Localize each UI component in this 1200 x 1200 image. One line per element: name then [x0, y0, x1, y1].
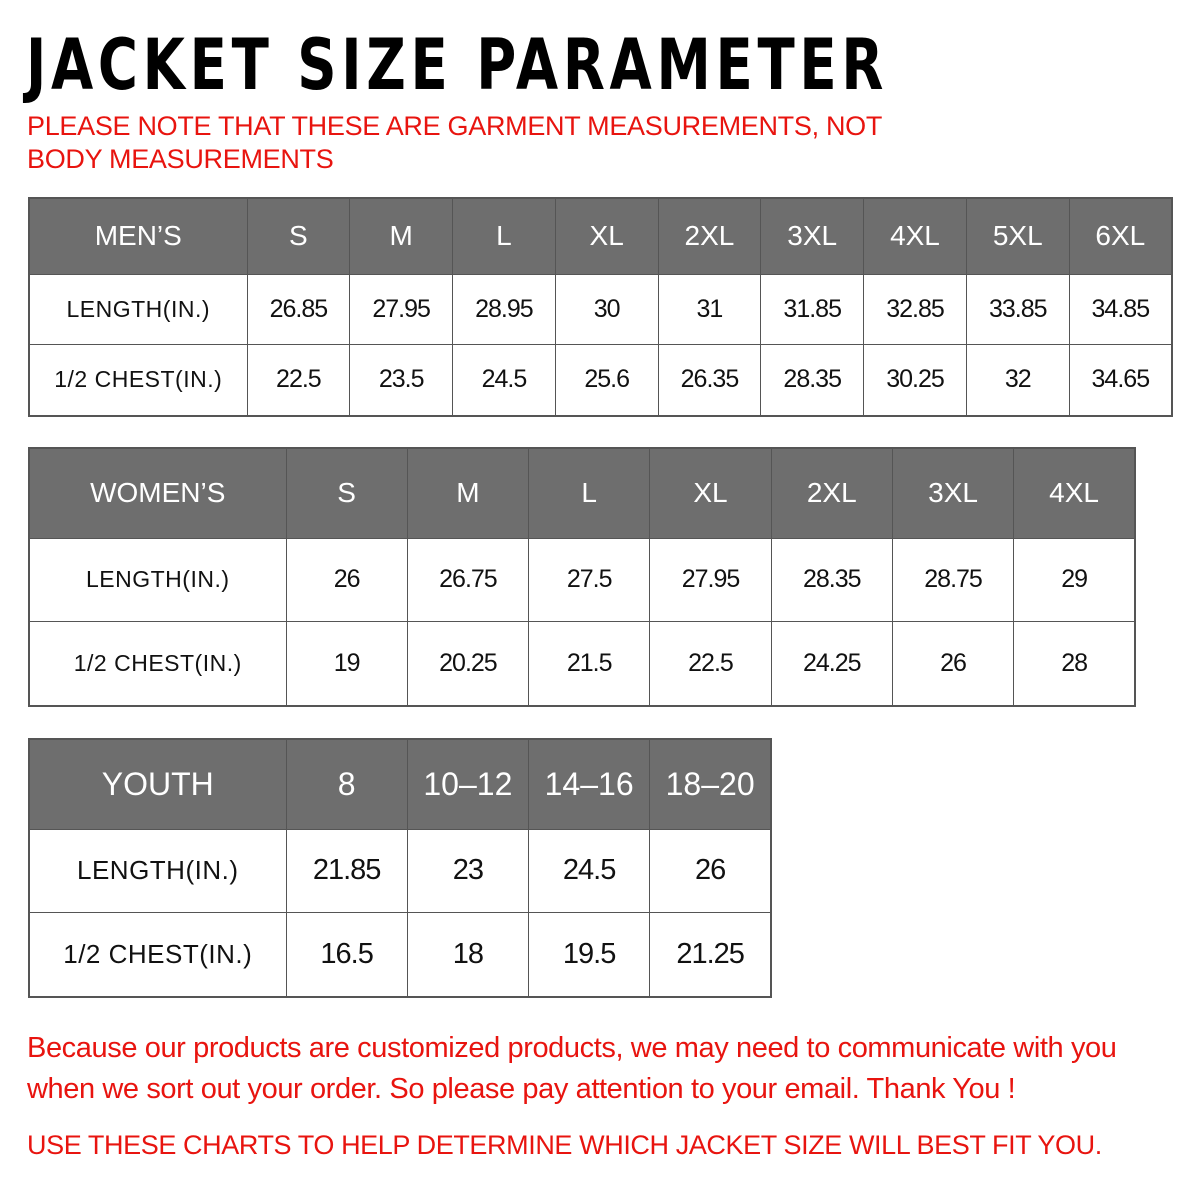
- table-cell: 26: [285, 537, 408, 622]
- size-header: S: [246, 197, 351, 275]
- header-row: WOMEN’S S M L XL 2XL 3XL 4XL: [28, 447, 1136, 539]
- size-header: 8: [285, 738, 408, 830]
- table-cell: 29: [1013, 537, 1136, 622]
- table-cell: 21.5: [528, 620, 651, 707]
- table-cell: 23: [406, 828, 530, 913]
- table-cell: 28.95: [452, 273, 556, 345]
- table-cell: 23.5: [349, 343, 454, 417]
- category-header: MEN’S: [28, 197, 248, 275]
- size-header: 3XL: [760, 197, 865, 275]
- size-header: L: [528, 447, 651, 539]
- row-label: 1/2 CHEST(IN.): [28, 911, 287, 998]
- table-row: 1/2 CHEST(IN.) 22.5 23.5 24.5 25.6 26.35 28.35…: [28, 343, 1173, 417]
- table-cell: 28.35: [770, 537, 893, 622]
- size-header: 2XL: [770, 447, 893, 539]
- table-cell: 16.5: [285, 911, 408, 998]
- table-cell: 26.85: [246, 273, 351, 345]
- table-cell: 34.65: [1068, 343, 1173, 417]
- category-header: WOMEN’S: [28, 447, 287, 539]
- table-cell: 24.25: [770, 620, 893, 707]
- size-header: 2XL: [657, 197, 762, 275]
- size-header: L: [452, 197, 556, 275]
- table-cell: 30: [554, 273, 659, 345]
- row-label: LENGTH(IN.): [28, 828, 287, 913]
- table-cell: 22.5: [246, 343, 351, 417]
- table-cell: 28.35: [760, 343, 865, 417]
- row-label: LENGTH(IN.): [28, 273, 248, 345]
- table-cell: 25.6: [554, 343, 659, 417]
- table-cell: 24.5: [452, 343, 556, 417]
- size-header: 3XL: [891, 447, 1015, 539]
- table-cell: 27.5: [528, 537, 651, 622]
- row-label: 1/2 CHEST(IN.): [28, 343, 248, 417]
- table-cell: 26: [649, 828, 772, 913]
- table-cell: 21.25: [649, 911, 772, 998]
- table-cell: 20.25: [406, 620, 530, 707]
- table-cell: 34.85: [1068, 273, 1173, 345]
- table-cell: 31: [657, 273, 762, 345]
- row-label: 1/2 CHEST(IN.): [28, 620, 287, 707]
- size-header: 5XL: [965, 197, 1070, 275]
- table-cell: 22.5: [649, 620, 772, 707]
- table-cell: 19.5: [527, 911, 651, 998]
- table-cell: 26: [891, 620, 1015, 707]
- row-label: LENGTH(IN.): [28, 537, 287, 622]
- table-cell: 27.95: [649, 537, 772, 622]
- youth-size-table: YOUTH 8 10–12 14–16 18–20 LENGTH(IN.) 21.85 23 2…: [28, 738, 772, 998]
- size-header: 10–12: [406, 738, 530, 830]
- womens-size-table: WOMEN’S S M L XL 2XL 3XL 4XL LENGTH(IN.) 26 26.75 2…: [28, 447, 1136, 707]
- table-cell: 27.95: [349, 273, 454, 345]
- table-row: LENGTH(IN.) 21.85 23 24.5 26: [28, 828, 772, 913]
- table-cell: 26.75: [406, 537, 530, 622]
- size-header: 4XL: [1013, 447, 1136, 539]
- size-header: M: [349, 197, 454, 275]
- size-header: 18–20: [649, 738, 772, 830]
- footer-instruction: USE THESE CHARTS TO HELP DETERMINE WHICH…: [27, 1130, 1102, 1160]
- table-cell: 21.85: [285, 828, 408, 913]
- table-cell: 31.85: [760, 273, 865, 345]
- category-header: YOUTH: [28, 738, 287, 830]
- table-cell: 32.85: [863, 273, 967, 345]
- footer-message: Because our products are customized prod…: [27, 1032, 1117, 1105]
- table-row: 1/2 CHEST(IN.) 16.5 18 19.5 21.25: [28, 911, 772, 998]
- table-row: LENGTH(IN.) 26.85 27.95 28.95 30 31 31.85 32.85…: [28, 273, 1173, 345]
- size-header: 4XL: [863, 197, 967, 275]
- size-header: S: [285, 447, 408, 539]
- size-header: XL: [554, 197, 659, 275]
- table-row: 1/2 CHEST(IN.) 19 20.25 21.5 22.5 24.25 26 28: [28, 620, 1136, 707]
- table-cell: 28: [1013, 620, 1136, 707]
- table-cell: 18: [406, 911, 530, 998]
- table-cell: 32: [965, 343, 1070, 417]
- mens-size-table: MEN’S S M L XL 2XL 3XL 4XL 5XL 6XL LENGTH(IN.) 26.8…: [28, 197, 1173, 417]
- size-header: XL: [649, 447, 772, 539]
- table-cell: 24.5: [527, 828, 651, 913]
- table-cell: 30.25: [863, 343, 967, 417]
- size-header: M: [406, 447, 530, 539]
- size-header: 14–16: [527, 738, 651, 830]
- table-cell: 33.85: [965, 273, 1070, 345]
- table-cell: 28.75: [891, 537, 1015, 622]
- table-cell: 19: [285, 620, 408, 707]
- table-cell: 26.35: [657, 343, 762, 417]
- header-row: MEN’S S M L XL 2XL 3XL 4XL 5XL 6XL: [28, 197, 1173, 275]
- measurement-note: PLEASE NOTE THAT THESE ARE GARMENT MEASU…: [27, 111, 882, 174]
- header-row: YOUTH 8 10–12 14–16 18–20: [28, 738, 772, 830]
- size-header: 6XL: [1068, 197, 1173, 275]
- table-row: LENGTH(IN.) 26 26.75 27.5 27.95 28.35 28.75 29: [28, 537, 1136, 622]
- page-title: JACKET SIZE PARAMETER: [26, 24, 889, 106]
